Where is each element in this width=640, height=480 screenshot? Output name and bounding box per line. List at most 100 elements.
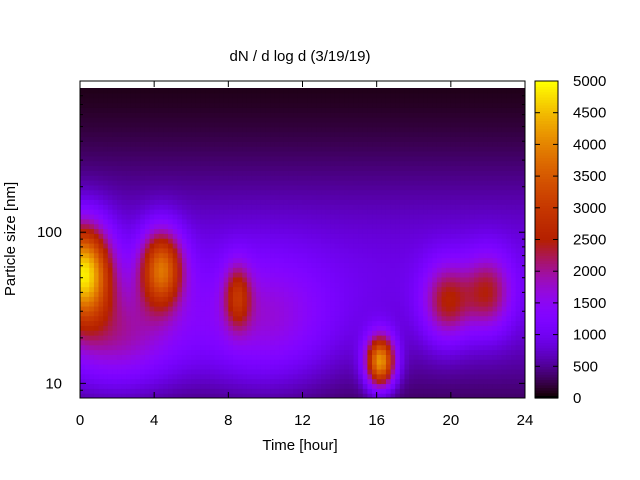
heatmap-cell [339,218,345,225]
heatmap-cell [367,315,373,322]
heatmap-cell [232,126,239,133]
heatmap-cell [195,107,202,113]
heatmap-cell [297,272,304,278]
heatmap-cell [436,349,443,355]
heatmap-cell [256,359,262,365]
heatmap-cell [283,165,290,171]
heatmap-cell [84,131,90,138]
heatmap-cell [200,354,206,360]
heatmap-cell [130,213,137,220]
heatmap-cell [154,388,160,394]
heatmap-cell [84,126,90,133]
heatmap-cell [181,155,188,162]
heatmap-cell [172,170,178,176]
heatmap-cell [358,233,364,239]
heatmap-cell [372,272,378,278]
heatmap-cell [339,107,345,113]
heatmap-cell [200,276,206,283]
heatmap-cell [89,305,95,312]
heatmap-cell [321,281,327,288]
heatmap-cell [256,335,262,341]
heatmap-cell [279,170,285,176]
heatmap-cell [223,204,229,210]
heatmap-cell [362,354,368,360]
heatmap-cell [89,325,95,331]
heatmap-cell [367,121,373,128]
heatmap-cell [223,223,229,230]
heatmap-cell [209,228,216,234]
heatmap-cell [330,117,336,123]
heatmap-cell [427,131,433,138]
heatmap-cell [140,155,146,162]
heatmap-cell [140,194,146,200]
heatmap-cell [80,310,86,317]
heatmap-cell [311,267,318,273]
heatmap-cell [344,218,350,225]
heatmap-cell [293,218,299,225]
heatmap-cell [135,310,141,317]
heatmap-cell [423,272,429,278]
heatmap-cell [228,305,234,312]
heatmap-cell [293,88,299,94]
heatmap-cell [265,121,271,128]
heatmap-cell [80,359,86,365]
heatmap-cell [144,368,151,375]
heatmap-cell [200,184,206,191]
heatmap-cell [177,180,183,186]
heatmap-cell [103,354,109,360]
heatmap-cell [200,233,206,239]
heatmap-cell [140,296,146,302]
heatmap-cell [107,97,114,104]
heatmap-cell [385,276,392,283]
heatmap-cell [423,213,429,220]
heatmap-cell [418,305,424,312]
heatmap-cell [404,301,410,307]
heatmap-cell [376,281,382,288]
heatmap-cell [117,339,123,346]
heatmap-cell [98,320,104,326]
heatmap-cell [121,267,127,273]
heatmap-cell [186,204,192,210]
heatmap-cell [427,378,433,385]
heatmap-cell [246,359,253,365]
heatmap-cell [154,330,160,336]
heatmap-cell [279,349,285,355]
heatmap-cell [144,97,151,104]
heatmap-cell [205,393,211,398]
heatmap-cell [395,272,401,278]
heatmap-cell [339,267,345,273]
heatmap-cell [223,141,229,147]
heatmap-cell [358,141,364,147]
heatmap-cell [344,102,350,108]
heatmap-cell [200,209,206,215]
heatmap-cell [404,223,410,230]
heatmap-cell [228,189,234,196]
heatmap-cell [135,165,141,171]
heatmap-cell [130,364,137,370]
heatmap-cell [135,204,141,210]
heatmap-cell [376,165,382,171]
heatmap-cell [367,252,373,259]
heatmap-cell [195,349,202,355]
heatmap-cell [288,194,294,200]
heatmap-cell [209,160,216,167]
heatmap-cell [181,247,188,254]
heatmap-cell [140,247,146,254]
heatmap-cell [89,97,95,104]
heatmap-cell [154,204,160,210]
heatmap-cell [376,373,382,380]
heatmap-cell [385,388,392,394]
heatmap-cell [205,223,211,230]
heatmap-cell [311,141,318,147]
heatmap-cell [130,131,137,138]
heatmap-cell [283,199,290,205]
heatmap-cell [117,92,123,99]
heatmap-cell [423,184,429,191]
heatmap-cell [158,92,165,99]
heatmap-cell [195,180,202,186]
heatmap-cell [158,209,165,215]
heatmap-cell [103,175,109,181]
heatmap-cell [214,97,220,104]
heatmap-cell [93,393,100,398]
heatmap-cell [413,383,419,389]
